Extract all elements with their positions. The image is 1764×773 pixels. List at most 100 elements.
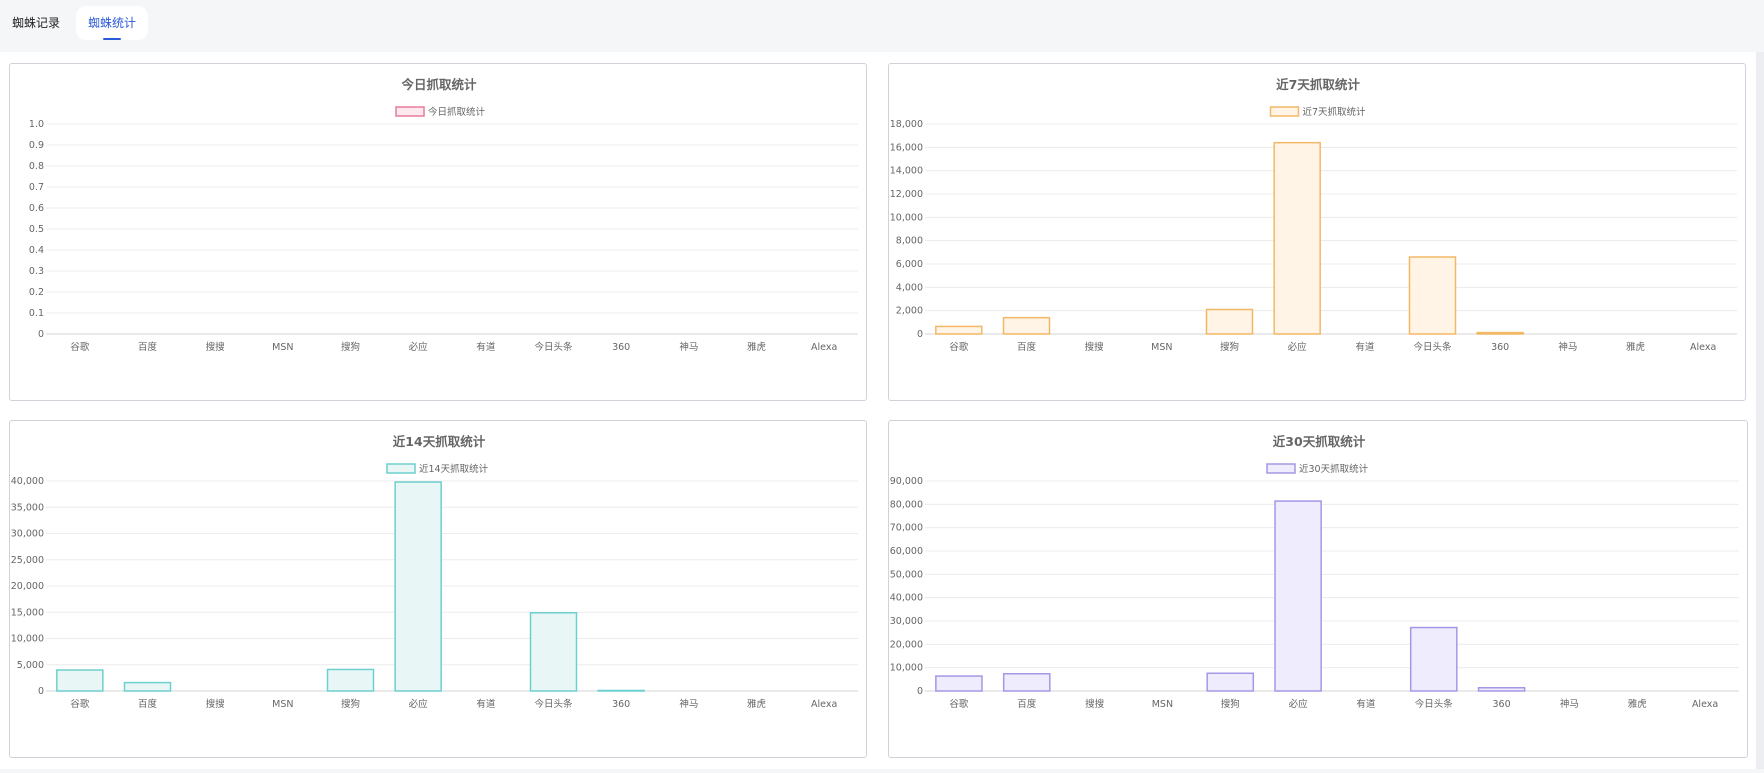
y-tick-label: 0 <box>38 686 44 697</box>
chart-card-30days: 近30天抓取统计 近30天抓取统计 0 10,000 20,000 30,000 40,00… <box>888 420 1748 758</box>
active-tab-indicator <box>103 38 121 40</box>
y-tick-label: 10,000 <box>890 663 923 674</box>
bar[interactable] <box>1408 256 1457 335</box>
x-tick-label: 必应 <box>409 698 429 710</box>
x-tick-label: Alexa <box>1690 342 1716 353</box>
bar[interactable] <box>1273 141 1321 335</box>
bar[interactable] <box>1205 308 1254 335</box>
legend-swatch[interactable] <box>395 106 425 117</box>
y-tick-label: 10,000 <box>890 212 923 223</box>
y-tick-label: 40,000 <box>890 593 923 604</box>
y-tick-label: 14,000 <box>890 166 923 177</box>
x-tick-label: Alexa <box>811 699 837 710</box>
x-tick-label: 360 <box>612 342 630 353</box>
legend-label[interactable]: 近7天抓取统计 <box>1303 106 1367 118</box>
chart-7days: 近7天抓取统计近7天抓取统计02,0004,0006,0008,00010,00… <box>890 77 1737 353</box>
legend-swatch[interactable] <box>1269 106 1300 117</box>
legend-label[interactable]: 近14天抓取统计 <box>419 463 489 475</box>
chart-card-14days: 近14天抓取统计 近14天抓取统计 0 5,000 10,000 15,000 20,000… <box>9 420 867 758</box>
bar[interactable] <box>56 669 104 692</box>
y-tick-label: 0 <box>917 686 923 697</box>
x-tick-label: 神马 <box>1558 341 1577 353</box>
y-tick-label: 0 <box>917 329 923 340</box>
x-tick-label: 百度 <box>138 341 158 353</box>
legend-label[interactable]: 近30天抓取统计 <box>1299 463 1369 475</box>
bar[interactable] <box>123 681 172 692</box>
x-tick-label: 谷歌 <box>70 341 90 353</box>
x-tick-label: 百度 <box>1017 341 1037 353</box>
bar[interactable] <box>394 481 442 692</box>
y-tick-label: 6,000 <box>896 259 923 270</box>
x-tick-label: 搜搜 <box>206 698 226 710</box>
x-tick-label: 神马 <box>679 698 698 710</box>
x-tick-label: MSN <box>1151 342 1172 353</box>
x-tick-label: 有道 <box>1355 341 1375 353</box>
legend-swatch[interactable] <box>386 463 416 474</box>
bar[interactable] <box>326 668 375 692</box>
y-tick-label: 0.9 <box>29 140 44 151</box>
bar[interactable] <box>1409 626 1458 692</box>
x-tick-label: 雅虎 <box>747 698 766 710</box>
chart-card-7days: 近7天抓取统计 近7天抓取统计 0 2,000 4,000 6,000 8,000 10,00… <box>888 63 1746 401</box>
x-tick-label: 雅虎 <box>1628 698 1647 710</box>
x-tick-label: Alexa <box>811 342 837 353</box>
x-tick-label: 神马 <box>679 341 698 353</box>
y-tick-label: 80,000 <box>890 499 923 510</box>
y-tick-label: 0.2 <box>29 287 44 298</box>
x-tick-label: 谷歌 <box>70 698 90 710</box>
legend-label[interactable]: 今日抓取统计 <box>428 106 486 118</box>
y-tick-label: 25,000 <box>11 555 44 566</box>
x-tick-label: 雅虎 <box>747 341 766 353</box>
bar[interactable] <box>597 689 645 692</box>
y-tick-label: 0 <box>38 329 44 340</box>
page-scrollbar[interactable] <box>1756 52 1764 769</box>
y-tick-label: 0.8 <box>29 161 44 172</box>
x-tick-label: 谷歌 <box>949 341 969 353</box>
x-tick-label: 今日头条 <box>1413 341 1452 353</box>
y-tick-label: 18,000 <box>890 119 923 130</box>
bar[interactable] <box>1477 686 1526 692</box>
bar[interactable] <box>1274 500 1322 692</box>
y-tick-label: 90,000 <box>890 476 923 487</box>
bar[interactable] <box>1002 316 1051 335</box>
x-tick-label: 搜狗 <box>1221 698 1240 710</box>
x-tick-label: 神马 <box>1560 698 1579 710</box>
x-tick-label: 今日头条 <box>534 698 573 710</box>
bar[interactable] <box>1002 672 1051 692</box>
bar[interactable] <box>935 325 983 335</box>
x-tick-label: 有道 <box>476 698 496 710</box>
tab-spider-stats-label: 蜘蛛统计 <box>88 16 137 30</box>
x-tick-label: 必应 <box>1288 341 1308 353</box>
chart-title: 近14天抓取统计 <box>393 434 486 449</box>
y-tick-label: 8,000 <box>896 236 923 247</box>
chart-30days: 近30天抓取统计近30天抓取统计010,00020,00030,00040,00… <box>890 434 1739 710</box>
y-tick-label: 30,000 <box>890 616 923 627</box>
y-tick-label: 15,000 <box>11 607 44 618</box>
bar[interactable] <box>1206 672 1255 692</box>
y-tick-label: 0.6 <box>29 203 44 214</box>
y-tick-label: 0.7 <box>29 182 44 193</box>
y-tick-label: 0.5 <box>29 224 44 235</box>
x-tick-label: 搜搜 <box>1085 341 1105 353</box>
x-tick-label: MSN <box>272 342 293 353</box>
y-tick-label: 70,000 <box>890 523 923 534</box>
x-tick-label: 360 <box>612 699 630 710</box>
x-tick-label: 今日头条 <box>534 341 573 353</box>
bar[interactable] <box>1476 331 1524 335</box>
x-tick-label: 有道 <box>476 341 496 353</box>
y-tick-label: 1.0 <box>29 119 44 130</box>
y-tick-label: 20,000 <box>11 581 44 592</box>
y-tick-label: 30,000 <box>11 529 44 540</box>
y-tick-label: 16,000 <box>890 142 923 153</box>
tab-spider-records[interactable]: 蜘蛛记录 <box>12 16 61 30</box>
y-tick-label: 4,000 <box>896 282 923 293</box>
legend-swatch[interactable] <box>1266 463 1296 474</box>
chart-today: 今日抓取统计今日抓取统计00.10.20.30.40.50.60.70.80.9… <box>29 77 858 353</box>
x-tick-label: 必应 <box>409 341 429 353</box>
tab-spider-stats[interactable]: 蜘蛛统计 <box>76 6 148 40</box>
bar[interactable] <box>935 675 983 692</box>
chart-title: 近7天抓取统计 <box>1276 77 1360 92</box>
y-tick-label: 10,000 <box>11 634 44 645</box>
bar[interactable] <box>529 612 578 692</box>
x-tick-label: 搜搜 <box>206 341 226 353</box>
